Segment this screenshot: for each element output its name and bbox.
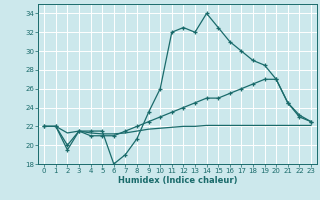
X-axis label: Humidex (Indice chaleur): Humidex (Indice chaleur) xyxy=(118,176,237,185)
